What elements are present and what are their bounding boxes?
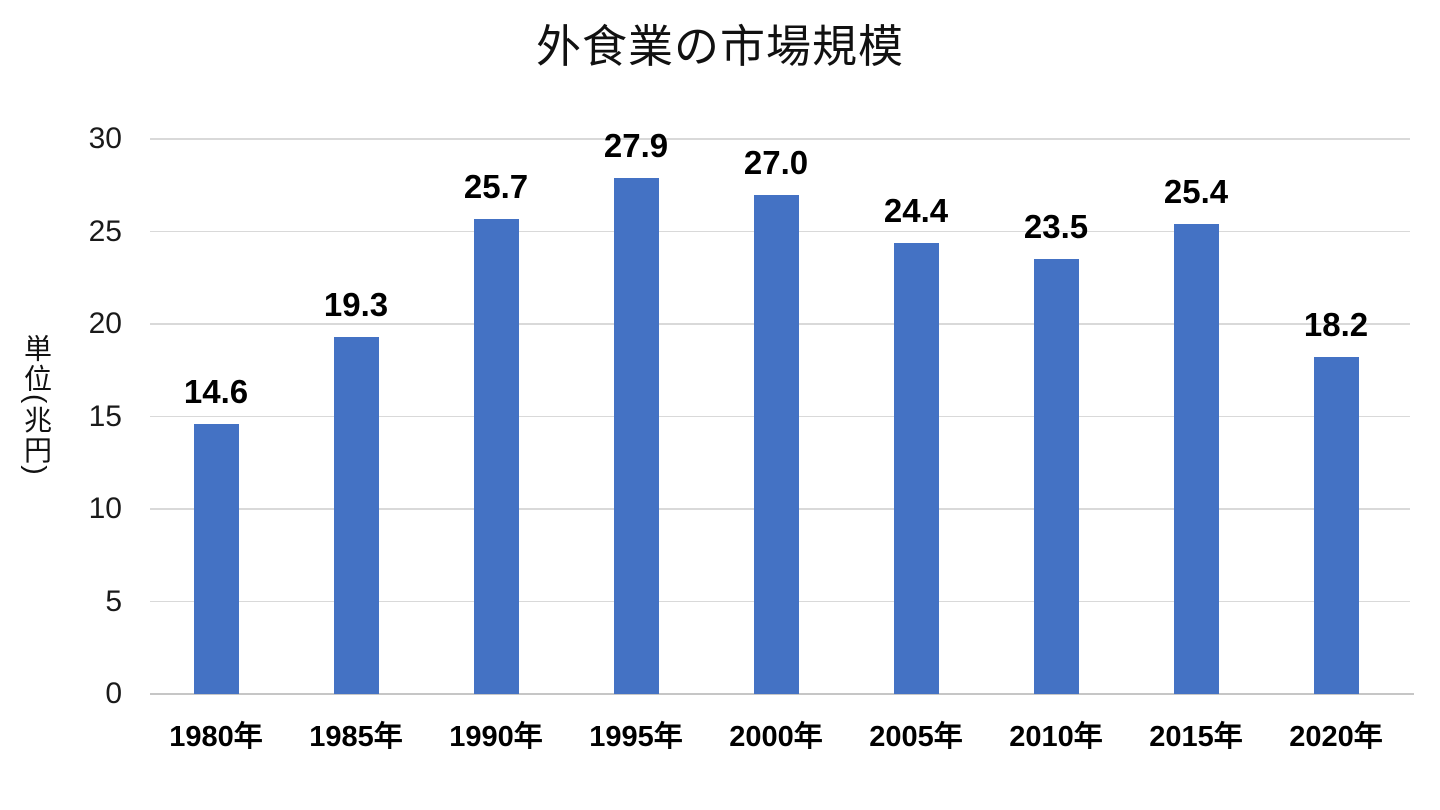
bar-value-label-1995: 27.9 [603,126,669,164]
x-axis-label-1995: 1995年 [589,721,683,753]
gridline-30 [150,138,1410,140]
y-tick-label-20: 20 [88,307,122,340]
bar-2015 [1173,224,1219,694]
bar-value-label-1990: 25.7 [463,167,529,205]
bar-1995 [613,177,659,694]
y-tick-label-10: 10 [88,492,122,525]
y-tick-label-0: 0 [105,677,122,710]
y-tick-label-5: 5 [105,584,122,618]
bar-1980 [193,423,239,694]
bar-value-label-1980: 14.6 [183,372,249,410]
bar-2020 [1313,357,1359,694]
bar-value-label-2010: 23.5 [1023,208,1089,246]
bar-value-label-2005: 24.4 [883,191,949,229]
y-tick-label-25: 25 [88,214,122,248]
bar-1990 [473,218,519,694]
bar-2010 [1033,259,1079,694]
bar-1985 [333,336,379,694]
bar-value-label-2000: 27.0 [743,143,809,181]
x-axis-label-2005: 2005年 [869,721,963,753]
bar-value-label-1985: 19.3 [323,285,389,323]
y-axis-title: 単位(兆円) [21,334,52,477]
x-axis-label-2015: 2015年 [1149,721,1243,753]
x-axis-label-2010: 2010年 [1009,721,1103,753]
y-tick-label-15: 15 [88,399,122,433]
bar-value-label-2015: 25.4 [1163,173,1229,211]
x-axis-label-1990: 1990年 [449,721,543,753]
x-axis-line [150,693,1414,695]
x-axis-label-1980: 1980年 [169,721,263,753]
x-axis-label-2000: 2000年 [729,721,823,753]
x-axis-label-1985: 1985年 [309,721,403,753]
y-tick-label-30: 30 [88,122,122,155]
bar-2000 [753,194,799,694]
bar-value-label-2020: 18.2 [1303,306,1369,344]
bar-2005 [893,242,939,694]
chart-title: 外食業の市場規模 [535,21,904,72]
x-axis-label-2020: 2020年 [1289,721,1383,753]
